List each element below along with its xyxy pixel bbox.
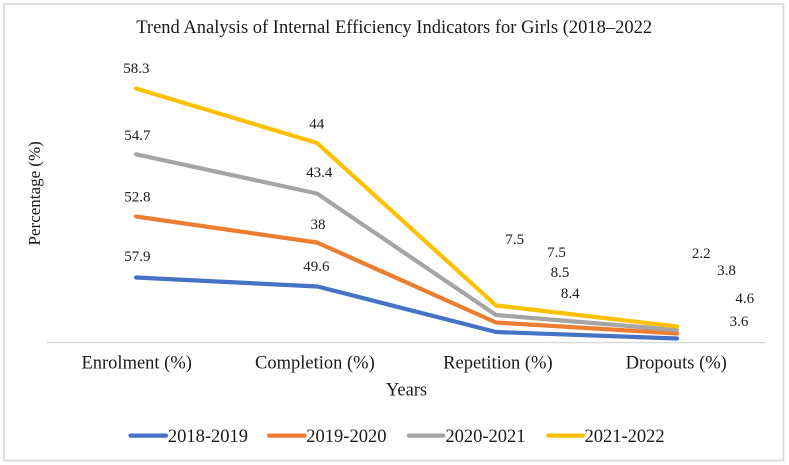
svg-text:7.5: 7.5 bbox=[505, 232, 524, 248]
svg-text:Dropouts (%): Dropouts (%) bbox=[626, 354, 727, 374]
svg-text:8.4: 8.4 bbox=[561, 286, 580, 302]
svg-text:8.5: 8.5 bbox=[551, 265, 570, 281]
svg-text:3.8: 3.8 bbox=[717, 263, 736, 279]
svg-text:58.3: 58.3 bbox=[123, 61, 149, 77]
svg-text:Trend Analysis of Internal Eff: Trend Analysis of Internal Efficiency In… bbox=[136, 18, 652, 38]
svg-text:Enrolment (%): Enrolment (%) bbox=[81, 354, 191, 374]
svg-text:Repetition (%): Repetition (%) bbox=[443, 354, 552, 374]
svg-text:44: 44 bbox=[309, 117, 325, 133]
svg-text:2.2: 2.2 bbox=[692, 246, 711, 262]
svg-text:2018-2019: 2018-2019 bbox=[168, 427, 248, 447]
svg-text:43.4: 43.4 bbox=[306, 165, 333, 181]
svg-text:2019-2020: 2019-2020 bbox=[306, 427, 386, 447]
svg-text:Years: Years bbox=[386, 381, 427, 401]
svg-text:Percentage (%): Percentage (%) bbox=[25, 141, 44, 245]
svg-text:2020-2021: 2020-2021 bbox=[445, 427, 525, 447]
svg-text:2021-2022: 2021-2022 bbox=[585, 427, 665, 447]
svg-text:57.9: 57.9 bbox=[124, 249, 150, 265]
svg-text:4.6: 4.6 bbox=[735, 291, 754, 307]
svg-text:Completion (%): Completion (%) bbox=[255, 354, 375, 374]
svg-text:7.5: 7.5 bbox=[547, 245, 566, 261]
svg-text:49.6: 49.6 bbox=[303, 259, 330, 275]
svg-text:54.7: 54.7 bbox=[124, 128, 151, 144]
svg-text:38: 38 bbox=[311, 217, 326, 233]
svg-text:52.8: 52.8 bbox=[124, 190, 150, 206]
svg-text:3.6: 3.6 bbox=[730, 314, 749, 330]
